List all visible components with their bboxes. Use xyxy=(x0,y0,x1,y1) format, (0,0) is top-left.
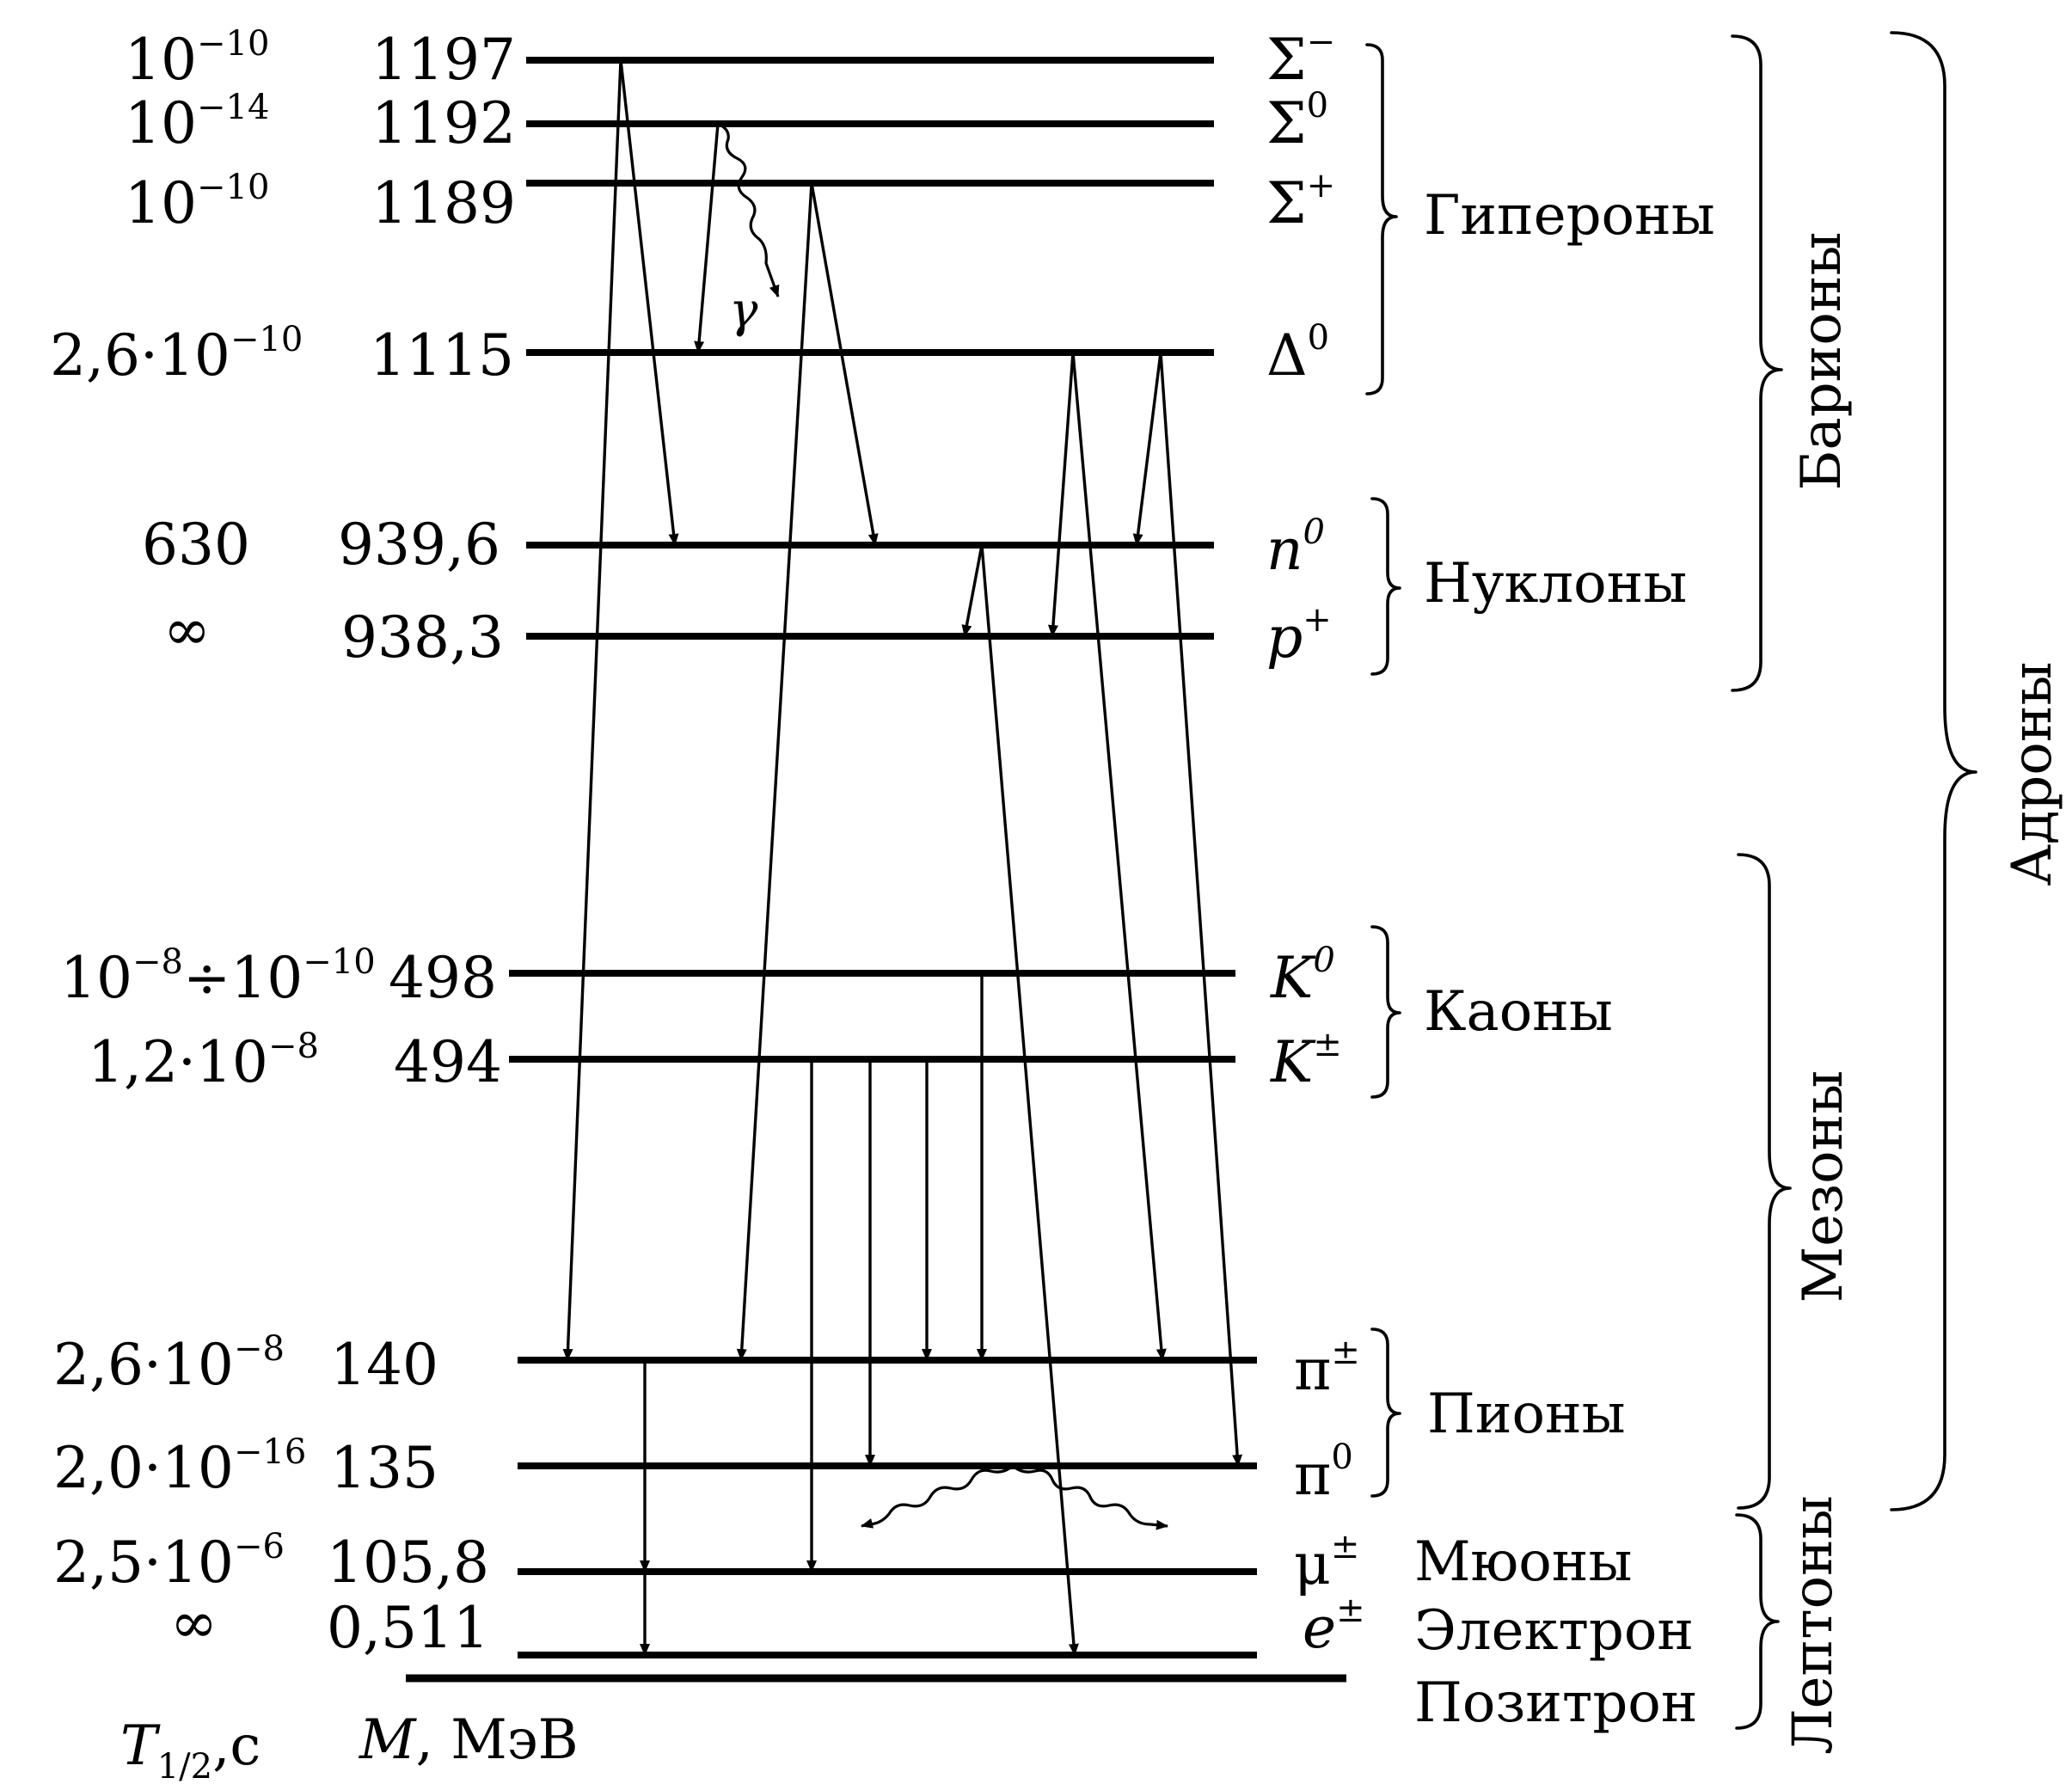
halflife-sigma-minus: 10−10 xyxy=(125,24,269,93)
halflife-pion-zero: 2,0·10−16 xyxy=(53,1432,306,1501)
category-label-baryons: Барионы xyxy=(1790,232,1854,491)
symbol-pion-charged: π± xyxy=(1294,1333,1360,1403)
group-label-positron: Позитрон xyxy=(1414,1671,1697,1735)
gamma-photon-wave xyxy=(717,122,780,297)
halflife-lambda-zero: 2,6·10−10 xyxy=(50,320,303,389)
axis-label-mass: M, МэВ xyxy=(359,1708,579,1772)
axis-label-halflife: T1/2,с xyxy=(120,1714,261,1784)
symbol-lambda-zero: Δ0 xyxy=(1266,318,1329,389)
mass-sigma-plus: 1189 xyxy=(371,170,516,236)
halflife-muon: 2,5·10−6 xyxy=(53,1527,285,1596)
category-label-hadrons: Адроны xyxy=(2001,662,2064,886)
gamma-photon-wave xyxy=(1011,1464,1168,1530)
brace-leptons xyxy=(1735,1513,1780,1730)
mass-electron: 0,511 xyxy=(327,1595,489,1661)
gamma-label: γ xyxy=(729,283,758,339)
mass-sigma-minus: 1197 xyxy=(371,27,516,93)
group-label-nucleons: Нуклоны xyxy=(1424,552,1687,616)
halflife-kaon-zero: 10−8÷10−10 xyxy=(60,942,376,1011)
brace-hadrons xyxy=(1890,31,1977,1511)
brace-pions xyxy=(1370,1327,1401,1498)
brace-kaons xyxy=(1370,925,1401,1099)
symbol-sigma-minus: Σ− xyxy=(1266,22,1335,93)
group-label-muons: Мюоны xyxy=(1414,1530,1632,1594)
decay-arrow xyxy=(1159,352,1243,1467)
group-label-electron: Электрон xyxy=(1414,1599,1694,1663)
halflife-sigma-zero: 10−14 xyxy=(125,88,269,156)
symbol-electron: e± xyxy=(1303,1591,1365,1661)
symbol-kaon-charged: K± xyxy=(1270,1025,1342,1095)
mass-kaon-zero: 498 xyxy=(389,945,497,1011)
category-label-mesons: Мезоны xyxy=(1792,1070,1855,1303)
symbol-proton: p+ xyxy=(1266,600,1332,671)
halflife-kaon-charged: 1,2·10−8 xyxy=(88,1027,319,1095)
brace-mesons xyxy=(1737,853,1792,1510)
decay-arrow xyxy=(961,544,984,637)
group-label-hyperons: Гипероны xyxy=(1424,184,1715,248)
mass-pion-charged: 140 xyxy=(330,1332,438,1398)
category-label-leptons: Лептоны xyxy=(1781,1495,1845,1754)
decay-arrow xyxy=(694,123,720,353)
halflife-sigma-plus: 10−10 xyxy=(125,168,269,236)
decay-arrow xyxy=(1047,352,1075,637)
decay-arrow xyxy=(562,59,622,1361)
symbol-kaon-zero: K0 xyxy=(1270,941,1335,1011)
group-label-kaons: Каоны xyxy=(1424,980,1613,1044)
halflife-neutron: 630 xyxy=(142,512,250,578)
mass-sigma-zero: 1192 xyxy=(371,90,516,156)
brace-baryons xyxy=(1731,34,1783,692)
halflife-pion-charged: 2,6·10−8 xyxy=(53,1329,285,1398)
decay-arrow xyxy=(1071,352,1167,1361)
gamma-photon-wave xyxy=(861,1464,1015,1529)
mass-muon: 105,8 xyxy=(327,1530,489,1596)
mass-lambda-zero: 1115 xyxy=(370,322,514,389)
mass-pion-zero: 135 xyxy=(330,1435,438,1501)
decay-arrow xyxy=(810,182,879,546)
symbol-sigma-plus: Σ+ xyxy=(1266,166,1335,236)
mass-proton: 938,3 xyxy=(341,604,504,671)
decay-arrow xyxy=(619,59,679,546)
brace-nucleons xyxy=(1370,497,1401,676)
mass-neutron: 939,6 xyxy=(338,512,500,578)
decay-arrow xyxy=(980,544,1079,1656)
decay-arrow xyxy=(736,182,813,1361)
brace-hyperons xyxy=(1365,43,1398,395)
halflife-electron: ∞ xyxy=(170,1590,218,1656)
group-label-pions: Пионы xyxy=(1427,1382,1626,1446)
symbol-muon: μ± xyxy=(1294,1527,1359,1597)
symbol-sigma-zero: Σ0 xyxy=(1266,86,1328,156)
decay-arrow xyxy=(1132,352,1162,546)
symbol-pion-zero: π0 xyxy=(1294,1438,1353,1508)
mass-kaon-charged: 494 xyxy=(394,1029,502,1095)
symbol-neutron: n0 xyxy=(1266,512,1325,583)
halflife-proton: ∞ xyxy=(163,597,211,663)
